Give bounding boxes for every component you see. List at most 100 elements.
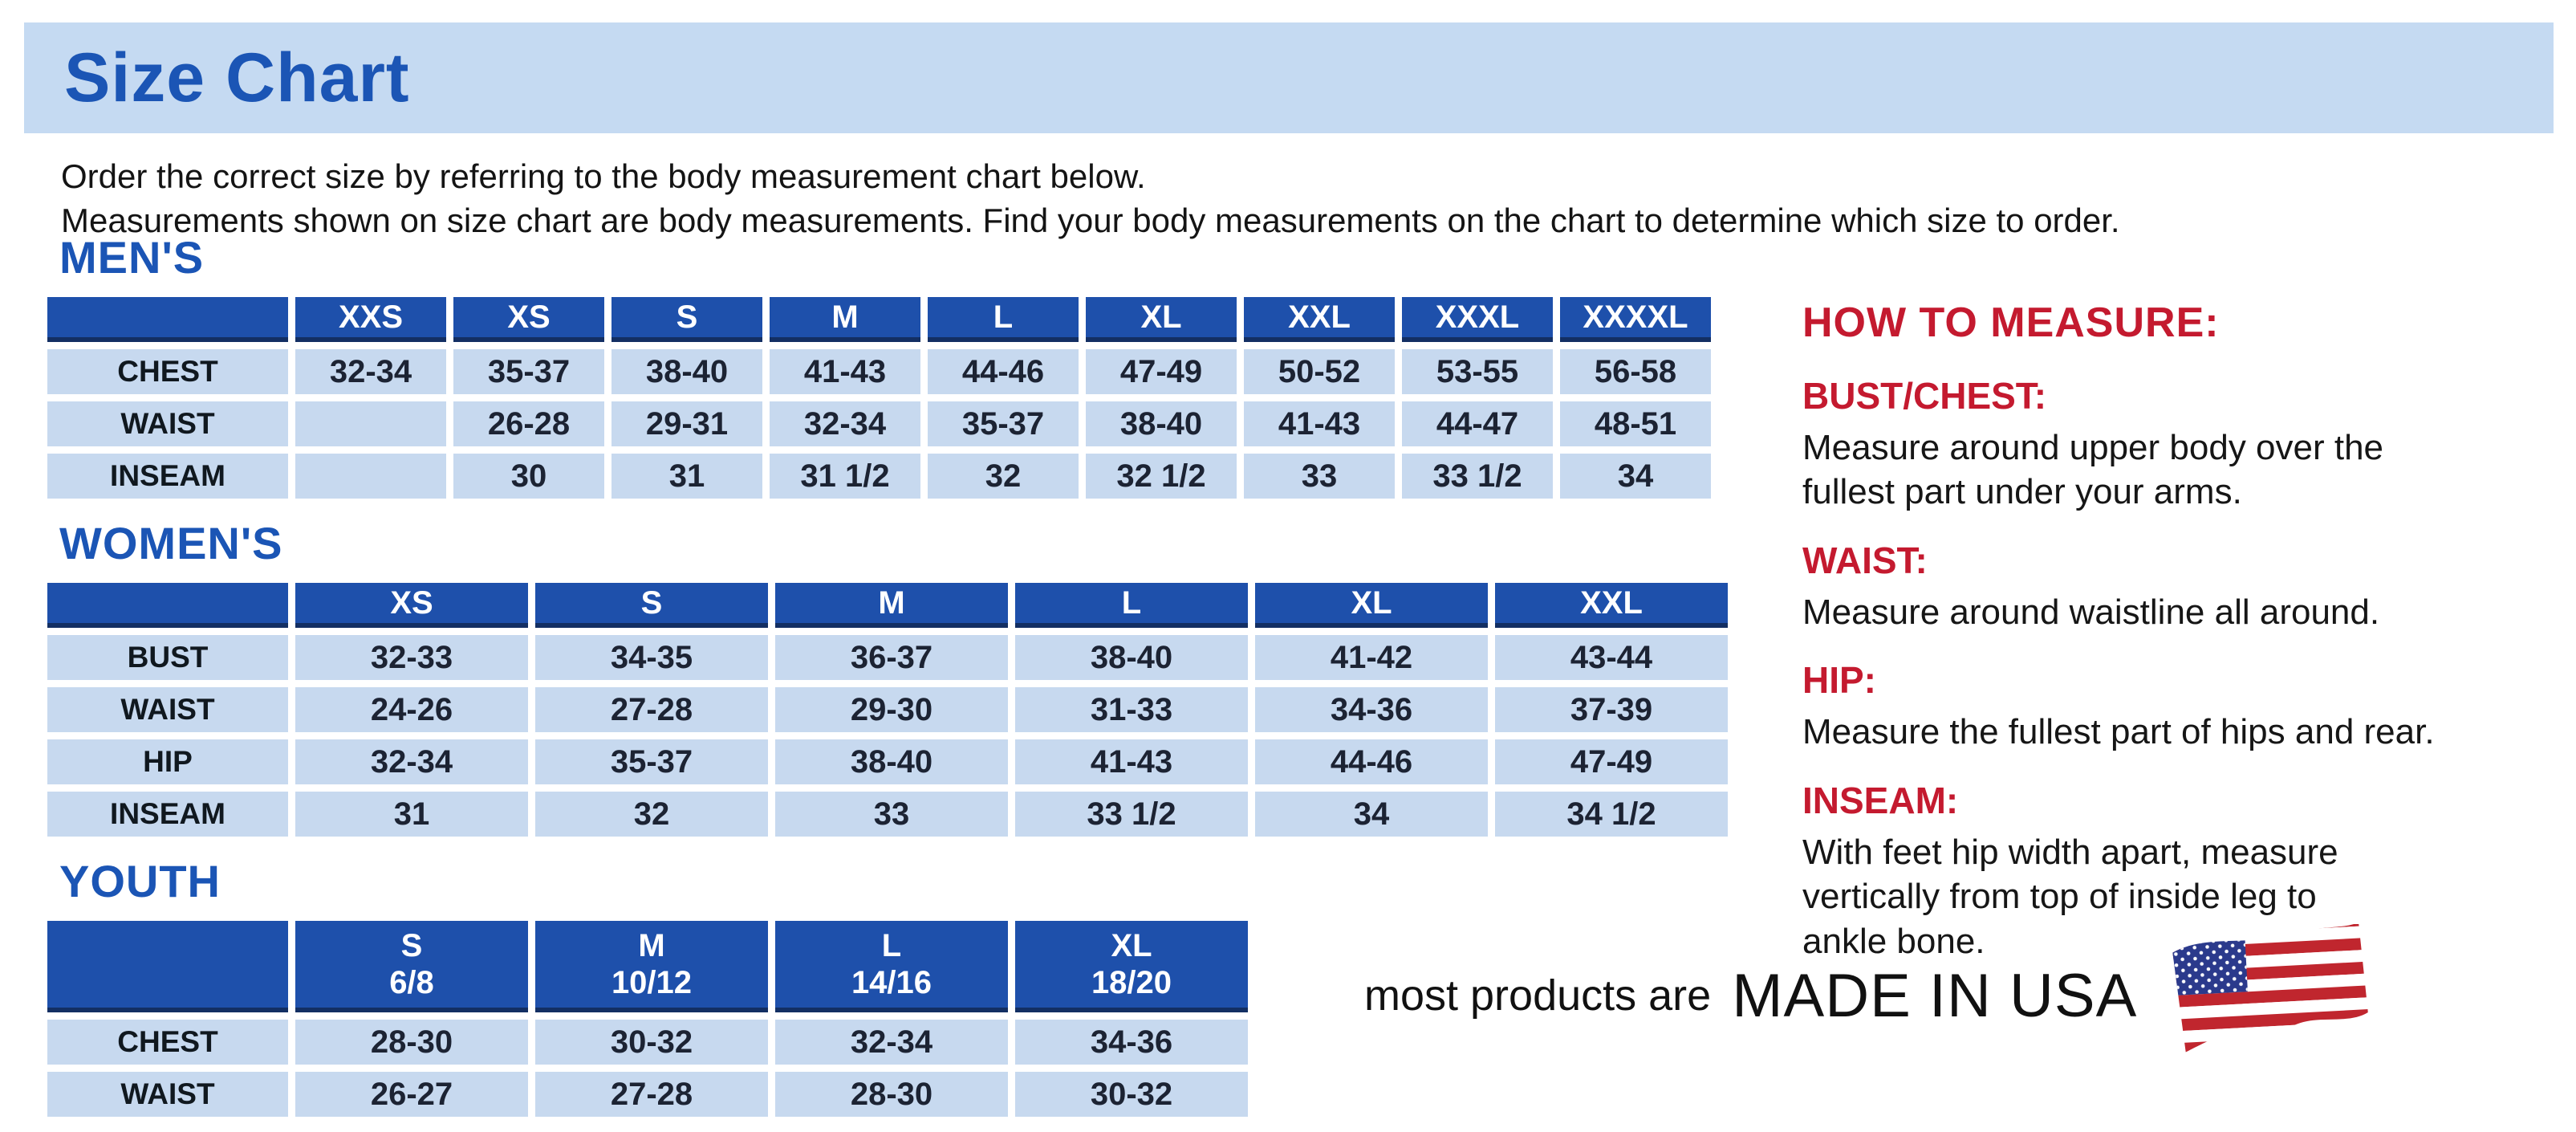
womens-cell-1-5: 37-39 [1495, 687, 1728, 732]
mens-col-header-4: L [928, 297, 1079, 342]
womens-cell-2-3: 41-43 [1015, 739, 1248, 784]
size-tables-column: MEN'S XXS XS S M L XL XXL XXXL XXXXL CHEST 32-34 35… [40, 231, 1806, 1124]
mens-col-header-2: S [611, 297, 762, 342]
page-title: Size Chart [64, 39, 410, 116]
mens-cell-1-5: 38-40 [1086, 401, 1237, 446]
youth-col-header-0: S 6/8 [295, 921, 528, 1012]
mens-col-header-1: XS [453, 297, 604, 342]
womens-row-hip: HIP 32-34 35-37 38-40 41-43 44-46 47-49 [47, 739, 1728, 784]
mens-cell-1-3: 32-34 [770, 401, 920, 446]
mens-cell-0-7: 53-55 [1402, 349, 1553, 394]
bust-chest-label: BUST/CHEST: [1802, 375, 2047, 417]
womens-size-table: XS S M L XL XXL BUST 32-33 34-35 36-37 38-40 41-42 4… [40, 576, 1735, 844]
made-in-usa-note: most products are MADE IN USA [1364, 923, 2373, 1068]
womens-col-header-0: XS [295, 583, 528, 628]
mens-row-label-waist: WAIST [47, 401, 288, 446]
womens-cell-1-2: 29-30 [775, 687, 1008, 732]
womens-cell-0-4: 41-42 [1255, 635, 1488, 680]
youth-col-header-1: M 10/12 [535, 921, 768, 1012]
womens-col-header-2: M [775, 583, 1008, 628]
how-to-measure-panel: HOW TO MEASURE: BUST/CHEST: Measure arou… [1802, 299, 2541, 963]
mens-row-label-chest: CHEST [47, 349, 288, 394]
mens-row-inseam: INSEAM 30 31 31 1/2 32 32 1/2 33 33 1/2 34 [47, 454, 1711, 499]
womens-cell-3-5: 34 1/2 [1495, 792, 1728, 837]
mens-cell-0-3: 41-43 [770, 349, 920, 394]
womens-cell-0-0: 32-33 [295, 635, 528, 680]
inseam-text: With feet hip width apart, measure verti… [1802, 832, 2338, 961]
mens-cell-1-6: 41-43 [1244, 401, 1395, 446]
youth-cell-0-2: 32-34 [775, 1020, 1008, 1065]
womens-row-inseam: INSEAM 31 32 33 33 1/2 34 34 1/2 [47, 792, 1728, 837]
mens-corner-cell [47, 297, 288, 342]
mens-row-label-inseam: INSEAM [47, 454, 288, 499]
mens-cell-1-2: 29-31 [611, 401, 762, 446]
womens-cell-1-1: 27-28 [535, 687, 768, 732]
womens-cell-3-4: 34 [1255, 792, 1488, 837]
youth-row-chest: CHEST 28-30 30-32 32-34 34-36 [47, 1020, 1248, 1065]
mens-section-heading: MEN'S [59, 232, 205, 283]
mens-header-row: XXS XS S M L XL XXL XXXL XXXXL [47, 297, 1711, 342]
mens-col-header-7: XXXL [1402, 297, 1553, 342]
womens-cell-2-1: 35-37 [535, 739, 768, 784]
mens-cell-0-2: 38-40 [611, 349, 762, 394]
womens-section-heading: WOMEN'S [59, 518, 283, 568]
womens-cell-3-3: 33 1/2 [1015, 792, 1248, 837]
womens-row-label-bust: BUST [47, 635, 288, 680]
womens-cell-1-3: 31-33 [1015, 687, 1248, 732]
mens-col-header-8: XXXXL [1560, 297, 1711, 342]
womens-cell-2-2: 38-40 [775, 739, 1008, 784]
mens-size-table: XXS XS S M L XL XXL XXXL XXXXL CHEST 32-34 35-37 38-… [40, 290, 1718, 506]
womens-header-row: XS S M L XL XXL [47, 583, 1728, 628]
mens-cell-2-2: 31 [611, 454, 762, 499]
womens-cell-1-0: 24-26 [295, 687, 528, 732]
womens-row-waist: WAIST 24-26 27-28 29-30 31-33 34-36 37-39 [47, 687, 1728, 732]
title-banner: Size Chart [24, 22, 2554, 133]
youth-cell-1-3: 30-32 [1015, 1072, 1248, 1117]
youth-cell-0-1: 30-32 [535, 1020, 768, 1065]
womens-col-header-5: XXL [1495, 583, 1728, 628]
mens-cell-2-0 [295, 454, 446, 499]
womens-col-header-4: XL [1255, 583, 1488, 628]
hip-label: HIP: [1802, 659, 1876, 702]
womens-cell-1-4: 34-36 [1255, 687, 1488, 732]
mens-cell-0-6: 50-52 [1244, 349, 1395, 394]
inseam-label: INSEAM: [1802, 779, 1959, 821]
mens-col-header-5: XL [1086, 297, 1237, 342]
mens-col-header-0: XXS [295, 297, 446, 342]
womens-cell-2-0: 32-34 [295, 739, 528, 784]
youth-cell-1-1: 27-28 [535, 1072, 768, 1117]
made-in-usa-prefix: most products are [1364, 971, 1712, 1020]
waist-label: WAIST: [1802, 539, 1928, 581]
youth-cell-0-0: 28-30 [295, 1020, 528, 1065]
womens-col-header-1: S [535, 583, 768, 628]
youth-corner-cell [47, 921, 288, 1012]
how-to-measure-heading: HOW TO MEASURE: [1802, 299, 2220, 346]
womens-corner-cell [47, 583, 288, 628]
mens-row-waist: WAIST 26-28 29-31 32-34 35-37 38-40 41-43 44-47… [47, 401, 1711, 446]
mens-cell-2-7: 33 1/2 [1402, 454, 1553, 499]
womens-cell-0-1: 34-35 [535, 635, 768, 680]
mens-col-header-6: XXL [1244, 297, 1395, 342]
mens-cell-1-8: 48-51 [1560, 401, 1711, 446]
mens-cell-0-8: 56-58 [1560, 349, 1711, 394]
hip-text: Measure the fullest part of hips and rea… [1802, 712, 2435, 752]
waist-text: Measure around waistline all around. [1802, 592, 2380, 632]
womens-col-header-3: L [1015, 583, 1248, 628]
mens-cell-0-1: 35-37 [453, 349, 604, 394]
intro-line-1: Order the correct size by referring to t… [61, 157, 1146, 195]
womens-cell-0-2: 36-37 [775, 635, 1008, 680]
womens-cell-3-1: 32 [535, 792, 768, 837]
youth-row-label-waist: WAIST [47, 1072, 288, 1117]
youth-row-label-chest: CHEST [47, 1020, 288, 1065]
womens-cell-2-4: 44-46 [1255, 739, 1488, 784]
mens-cell-1-4: 35-37 [928, 401, 1079, 446]
youth-cell-1-0: 26-27 [295, 1072, 528, 1117]
mens-cell-1-1: 26-28 [453, 401, 604, 446]
womens-row-bust: BUST 32-33 34-35 36-37 38-40 41-42 43-44 [47, 635, 1728, 680]
youth-section-heading: YOUTH [59, 856, 221, 906]
youth-cell-0-3: 34-36 [1015, 1020, 1248, 1065]
mens-cell-1-0 [295, 401, 446, 446]
womens-row-label-waist: WAIST [47, 687, 288, 732]
mens-row-chest: CHEST 32-34 35-37 38-40 41-43 44-46 47-49 50-52… [47, 349, 1711, 394]
mens-cell-2-5: 32 1/2 [1086, 454, 1237, 499]
